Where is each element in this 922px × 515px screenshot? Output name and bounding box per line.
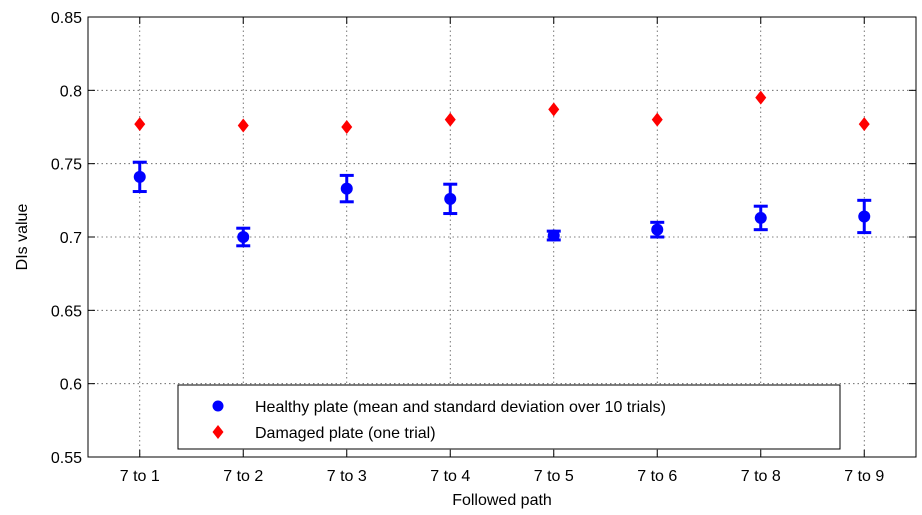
y-tick-label: 0.7 [60,230,82,247]
damaged-marker-5 [651,112,663,127]
x-tick-label: 7 to 9 [844,468,884,485]
series-layer [132,90,872,248]
legend-box [177,384,841,450]
x-tick-label: 7 to 4 [430,468,470,485]
legend-label-damaged: Damaged plate (one trial) [255,425,436,442]
x-axis-title: Followed path [452,492,552,509]
y-tick-label: 0.6 [60,377,82,394]
y-tick-label: 0.75 [51,157,82,174]
legend-entry-damaged: Damaged plate (one trial) [212,425,436,442]
legend-entry-healthy: Healthy plate (mean and standard deviati… [212,399,666,416]
healthy-point-0 [132,160,147,194]
x-tick-label: 7 to 1 [120,468,160,485]
damaged-marker-7 [858,117,870,132]
x-tick-label: 7 to 8 [741,468,781,485]
y-tick-label: 0.65 [51,303,82,320]
healthy-point-1 [236,226,251,248]
healthy-point-2 [339,173,354,204]
healthy-point-5 [650,220,665,239]
legend-marker-circle [212,400,224,412]
y-tick-label: 0.85 [51,10,82,27]
damaged-marker-2 [341,120,353,134]
healthy-marker [133,170,146,183]
damaged-marker-3 [444,112,456,127]
damaged-marker-1 [237,118,249,133]
x-tick-label: 7 to 3 [327,468,367,485]
legend-label-healthy: Healthy plate (mean and standard deviati… [255,399,666,416]
healthy-marker [340,182,353,195]
healthy-marker [547,229,560,242]
healthy-marker [754,211,767,224]
healthy-marker [858,210,871,223]
y-tick-label: 0.55 [51,450,82,467]
healthy-marker [444,192,457,205]
y-tick-label: 0.8 [60,83,82,100]
axis-ticks: 0.55 0.6 0.65 0.7 0.75 0.8 0.85 7 to 1 7 to 2 7 t… [51,10,916,485]
damaged-marker-6 [755,90,767,105]
healthy-point-6 [753,204,768,232]
healthy-point-3 [443,182,458,216]
grid-lines [88,17,916,457]
legend-marker-diamond [212,425,224,439]
x-tick-label: 7 to 5 [534,468,574,485]
damaged-marker-4 [548,102,560,117]
healthy-marker [237,231,250,243]
healthy-marker [651,223,664,236]
healthy-point-4 [546,229,561,242]
x-tick-label: 7 to 2 [223,468,263,485]
legend: Healthy plate (mean and standard deviati… [177,384,841,450]
healthy-point-7 [857,198,872,235]
y-axis-title: DIs value [14,204,31,271]
damaged-marker-0 [134,117,146,132]
x-tick-label: 7 to 6 [637,468,677,485]
